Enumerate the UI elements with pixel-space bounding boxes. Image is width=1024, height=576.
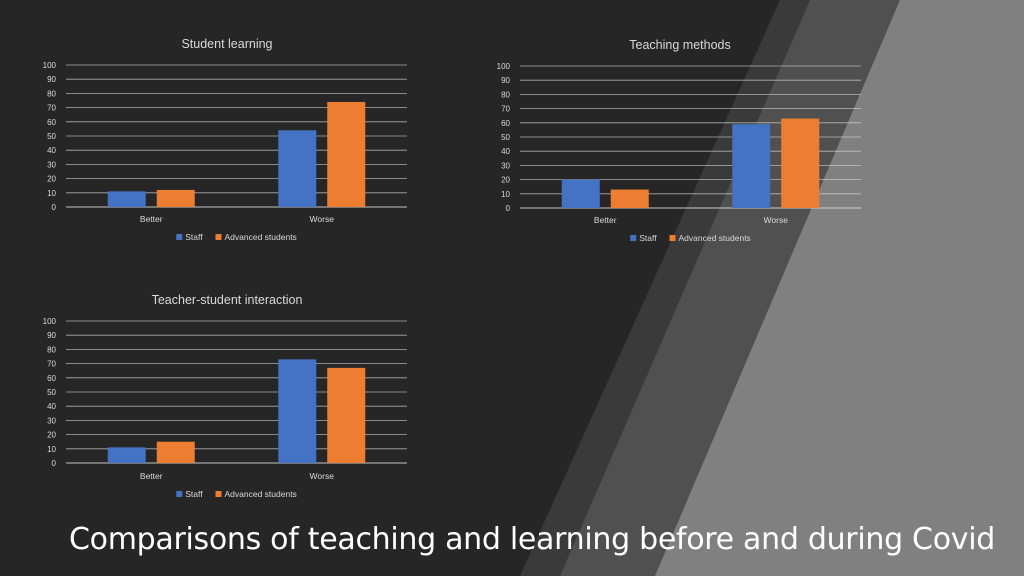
- bar-advanced-students-worse: [781, 118, 820, 208]
- bar-staff-better: [107, 447, 146, 463]
- y-tick-label: 50: [47, 388, 56, 397]
- y-tick-label: 10: [501, 190, 510, 199]
- legend-swatch-staff: [176, 491, 183, 497]
- x-category-label: Better: [140, 471, 163, 481]
- y-tick-label: 70: [47, 360, 56, 369]
- legend-swatch-advanced-students: [669, 235, 676, 241]
- y-tick-label: 80: [47, 345, 56, 354]
- x-category-label: Worse: [310, 214, 335, 224]
- chart-title: Student learning: [181, 37, 272, 51]
- y-tick-label: 40: [501, 147, 510, 156]
- legend-swatch-staff: [176, 234, 183, 240]
- bar-advanced-students-worse: [327, 367, 366, 463]
- legend-swatch-advanced-students: [215, 234, 222, 240]
- y-tick-label: 0: [52, 459, 57, 468]
- bar-advanced-students-better: [156, 189, 195, 207]
- legend-swatch-staff: [630, 235, 637, 241]
- stripe-light: [655, 0, 1024, 576]
- y-tick-label: 0: [506, 204, 511, 213]
- legend-label-advanced-students: Advanced students: [679, 233, 751, 243]
- legend-label-staff: Staff: [185, 489, 203, 499]
- y-tick-label: 90: [501, 76, 510, 85]
- legend-label-staff: Staff: [185, 232, 203, 242]
- y-tick-label: 100: [43, 61, 57, 70]
- y-tick-label: 60: [47, 374, 56, 383]
- x-category-label: Worse: [310, 471, 335, 481]
- bar-staff-worse: [732, 124, 771, 208]
- y-tick-label: 20: [47, 431, 56, 440]
- bar-advanced-students-better: [610, 189, 649, 208]
- y-tick-label: 80: [501, 90, 510, 99]
- y-tick-label: 50: [47, 132, 56, 141]
- legend-label-advanced-students: Advanced students: [225, 489, 297, 499]
- y-tick-label: 70: [501, 105, 510, 114]
- y-tick-label: 30: [47, 416, 56, 425]
- bar-staff-better: [561, 179, 600, 208]
- y-tick-label: 30: [501, 161, 510, 170]
- y-tick-label: 70: [47, 104, 56, 113]
- y-tick-label: 50: [501, 133, 510, 142]
- y-tick-label: 90: [47, 331, 56, 340]
- y-tick-label: 20: [501, 176, 510, 185]
- bar-staff-better: [107, 191, 146, 207]
- bar-staff-worse: [278, 130, 317, 207]
- y-tick-label: 40: [47, 146, 56, 155]
- chart-title: Teaching methods: [629, 38, 730, 52]
- y-tick-label: 100: [43, 317, 57, 326]
- legend-label-advanced-students: Advanced students: [225, 232, 297, 242]
- chart-title: Teacher-student interaction: [152, 293, 303, 307]
- bar-staff-worse: [278, 359, 317, 463]
- y-tick-label: 0: [52, 203, 57, 212]
- y-tick-label: 60: [47, 118, 56, 127]
- y-tick-label: 90: [47, 75, 56, 84]
- x-category-label: Better: [140, 214, 163, 224]
- y-tick-label: 20: [47, 175, 56, 184]
- legend-label-staff: Staff: [639, 233, 657, 243]
- x-category-label: Better: [594, 215, 617, 225]
- y-tick-label: 100: [497, 62, 511, 71]
- y-tick-label: 30: [47, 160, 56, 169]
- slide-title: Comparisons of teaching and learning bef…: [69, 522, 995, 557]
- legend-swatch-advanced-students: [215, 491, 222, 497]
- bar-advanced-students-worse: [327, 101, 366, 207]
- y-tick-label: 40: [47, 402, 56, 411]
- y-tick-label: 80: [47, 89, 56, 98]
- x-category-label: Worse: [764, 215, 789, 225]
- y-tick-label: 10: [47, 445, 56, 454]
- y-tick-label: 60: [501, 119, 510, 128]
- bar-advanced-students-better: [156, 441, 195, 463]
- y-tick-label: 10: [47, 189, 56, 198]
